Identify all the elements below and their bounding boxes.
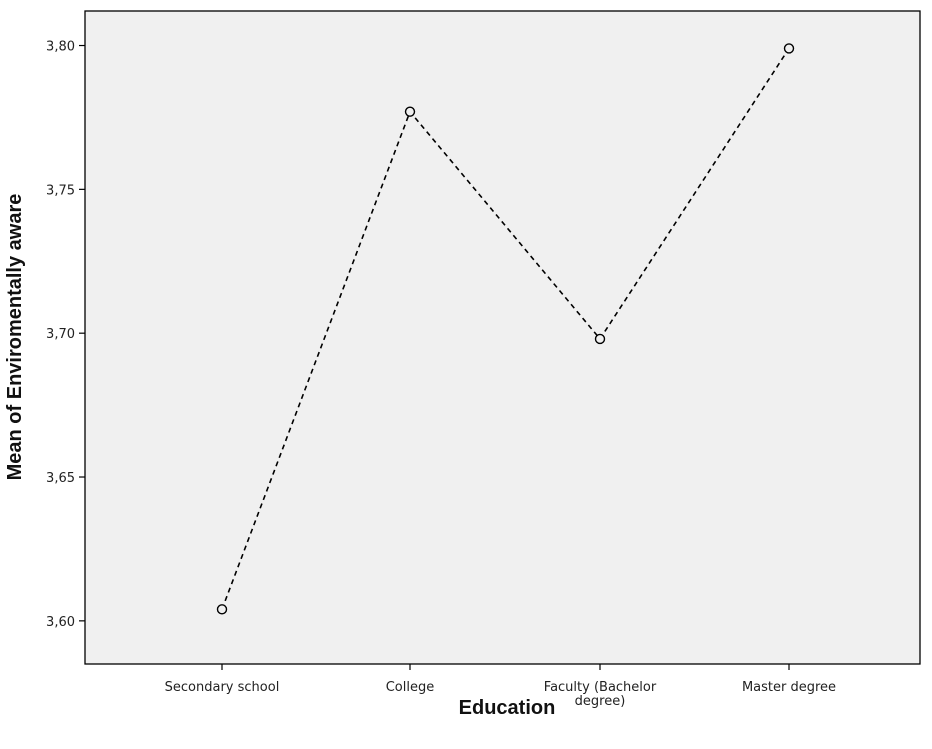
- data-point: [404, 106, 416, 117]
- series-path: [221, 47, 790, 610]
- y-tick-label: 3,60: [46, 615, 75, 630]
- data-point: [783, 43, 795, 54]
- x-axis-title: Education: [459, 697, 556, 719]
- y-tick-label: 3,70: [46, 327, 75, 342]
- x-tick-label: degree): [575, 694, 626, 709]
- x-tick-label: Faculty (Bachelor: [544, 680, 657, 695]
- x-axis: Secondary school College Faculty (Bachelor…: [165, 664, 836, 709]
- data-point: [216, 604, 228, 615]
- x-tick-label: Master degree: [742, 680, 836, 695]
- x-tick-label: College: [386, 680, 435, 695]
- x-tick-label: Secondary school: [165, 680, 280, 695]
- y-tick-label: 3,75: [46, 183, 75, 198]
- y-axis: 3,60 3,65 3,70 3,75 3,80: [46, 40, 85, 630]
- plot-area: [84, 10, 921, 665]
- y-tick-label: 3,65: [46, 471, 75, 486]
- data-point: [594, 333, 606, 345]
- y-axis-title: Mean of Enviromentally aware: [4, 194, 26, 481]
- series-line: [216, 43, 795, 615]
- y-tick-label: 3,80: [46, 40, 75, 55]
